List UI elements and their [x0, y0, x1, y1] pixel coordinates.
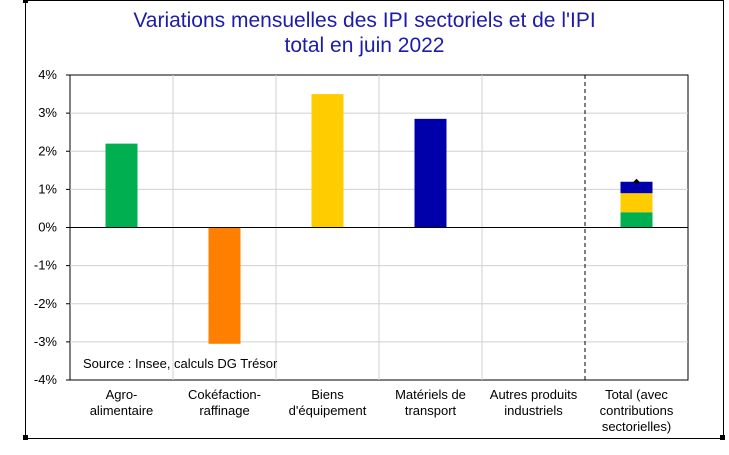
- bar-3: [414, 118, 447, 228]
- x-category-label: contributions: [600, 403, 674, 418]
- total-stack-segment-2: [620, 181, 653, 194]
- y-tick-label: 1%: [38, 181, 57, 196]
- chart-title-line-2: total en juin 2022: [284, 34, 445, 57]
- y-tick-label: 0%: [38, 220, 57, 235]
- bar-2: [311, 94, 344, 228]
- total-stack-segment-1: [620, 193, 653, 213]
- y-tick-label: 2%: [38, 143, 57, 158]
- x-category-label: Agro-: [106, 387, 138, 402]
- x-category-label: Autres produits: [490, 387, 578, 402]
- y-tick-label: -4%: [34, 372, 58, 387]
- x-category-label: sectorielles): [602, 419, 671, 434]
- x-category-label: d'équipement: [289, 403, 367, 418]
- frame-handle-br: [720, 435, 725, 440]
- x-category-label: industriels: [504, 403, 563, 418]
- chart-title-line-1: Variations mensuelles des IPI sectoriels…: [133, 9, 596, 32]
- total-marker: [633, 178, 640, 185]
- y-tick-label: 4%: [38, 67, 57, 82]
- y-tick-label: -3%: [34, 334, 58, 349]
- bar-0: [105, 143, 138, 228]
- chart-title: Variations mensuelles des IPI sectoriels…: [0, 8, 729, 58]
- x-category-label: transport: [405, 403, 457, 418]
- chart-frame: [25, 0, 724, 439]
- x-category-label: alimentaire: [90, 403, 154, 418]
- bar-1: [208, 227, 241, 344]
- x-category-label: Biens: [311, 387, 344, 402]
- total-stack-segment-0: [620, 212, 653, 228]
- x-category-label: raffinage: [199, 403, 249, 418]
- x-category-label: Matériels de: [395, 387, 466, 402]
- y-tick-label: 3%: [38, 105, 57, 120]
- frame-handle-bl: [23, 435, 28, 440]
- x-category-label: Total (avec: [605, 387, 668, 402]
- x-category-label: Cokéfaction-: [188, 387, 261, 402]
- y-tick-label: -1%: [34, 258, 58, 273]
- source-note: Source : Insee, calculs DG Trésor: [83, 356, 278, 371]
- frame-handle-tl: [23, 0, 28, 3]
- y-tick-label: -2%: [34, 296, 58, 311]
